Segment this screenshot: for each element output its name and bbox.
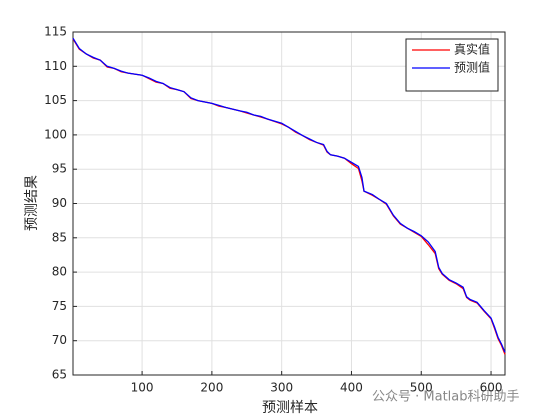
x-tick-label: 500: [410, 381, 433, 395]
y-tick-label: 105: [44, 93, 67, 107]
watermark: 公众号 · Matlab科研助手: [372, 390, 520, 405]
y-tick-label: 110: [44, 59, 67, 73]
x-tick-label: 600: [480, 381, 503, 395]
y-tick-label: 95: [52, 162, 67, 176]
y-tick-label: 115: [44, 25, 67, 39]
y-tick-label: 85: [52, 230, 67, 244]
legend-box: [405, 38, 499, 92]
legend-label: 预测值: [454, 60, 490, 75]
y-tick-label: 80: [52, 265, 67, 279]
y-tick-label: 100: [44, 127, 67, 141]
x-tick-label: 200: [200, 381, 223, 395]
y-axis-label: 预测结果: [24, 175, 40, 231]
x-tick-label: 300: [270, 381, 293, 395]
y-tick-label: 75: [52, 299, 67, 313]
y-tick-label: 90: [52, 196, 67, 210]
y-tick-label: 65: [52, 368, 67, 382]
x-tick-label: 400: [340, 381, 363, 395]
plot-frame: [72, 31, 506, 376]
legend-label: 真实值: [454, 42, 490, 57]
x-tick-label: 100: [131, 381, 154, 395]
x-axis-label: 预测样本: [262, 400, 318, 416]
y-tick-label: 70: [52, 333, 67, 347]
data-line: [72, 37, 506, 353]
